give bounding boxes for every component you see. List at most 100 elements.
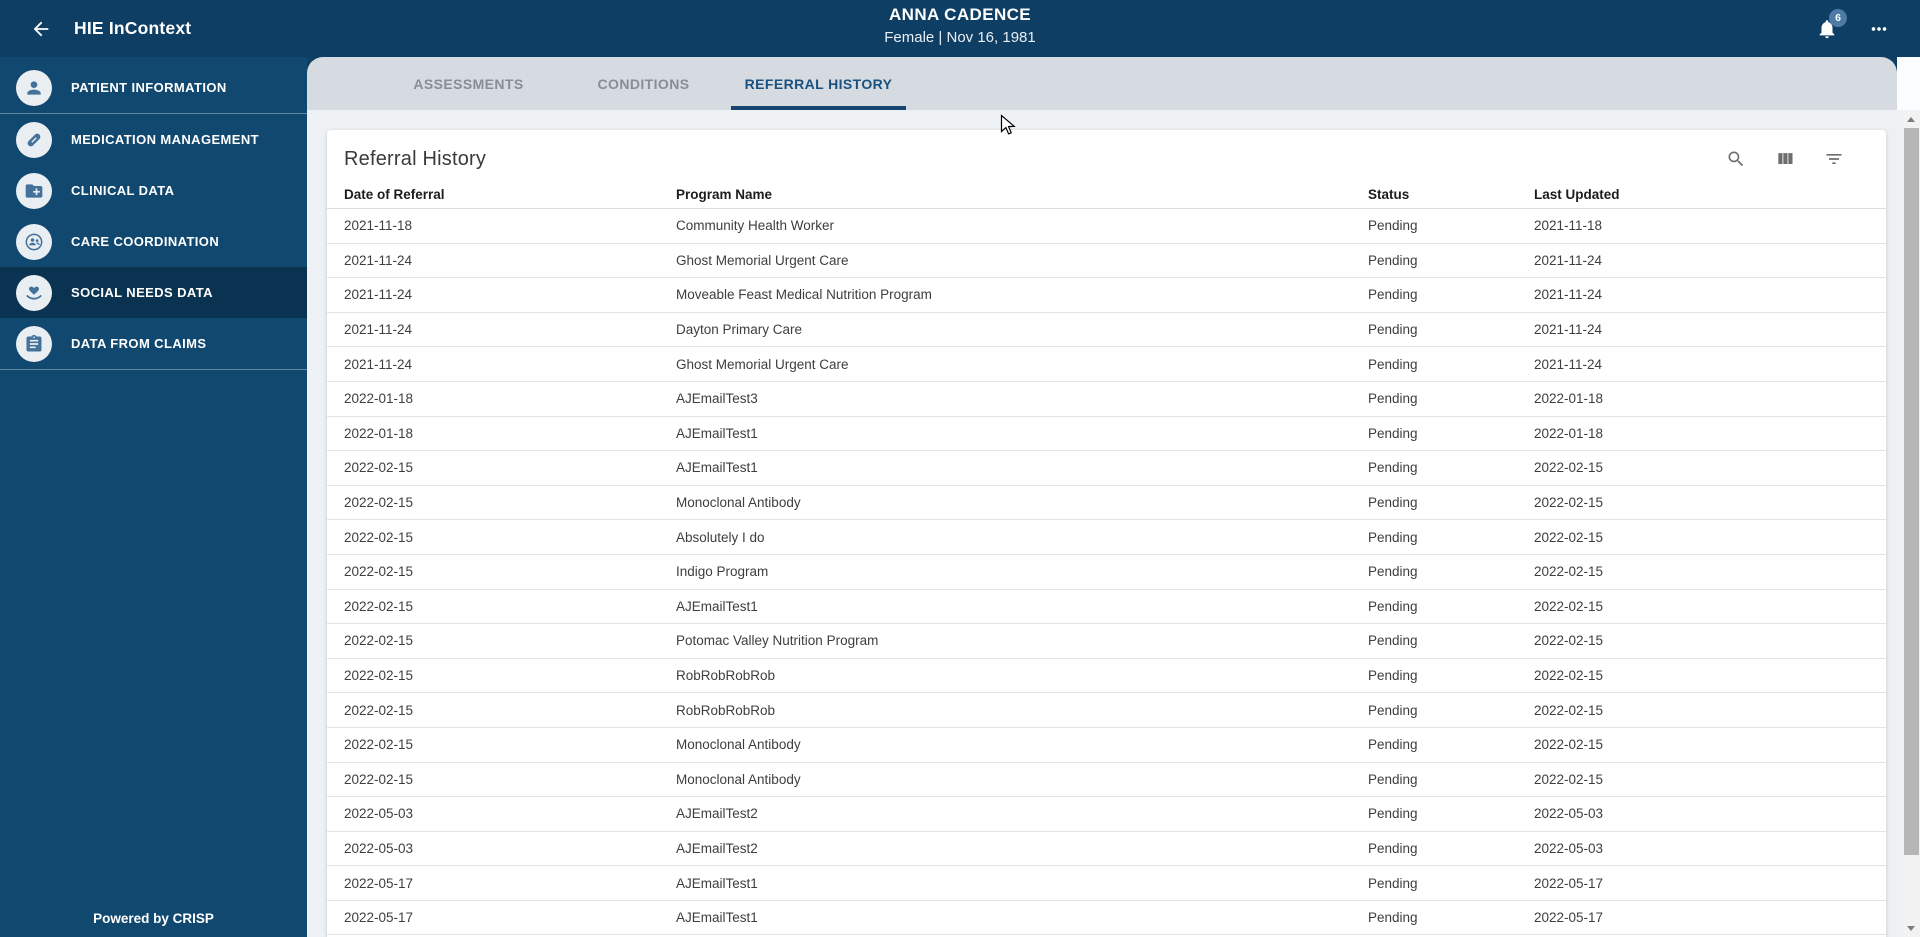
cell-last-updated: 2022-02-15 [1534, 460, 1604, 476]
cell-last-updated: 2022-02-15 [1534, 598, 1604, 614]
sidebar-item-clinical-data[interactable]: CLINICAL DATA [0, 165, 307, 216]
table-row[interactable]: 2022-01-18 AJEmailTest1 Pending 2022-01-… [327, 416, 1886, 452]
cell-date-of-referral: 2022-02-15 [344, 598, 414, 614]
scrollbar[interactable] [1903, 110, 1920, 937]
cell-last-updated: 2022-02-15 [1534, 702, 1604, 718]
cell-date-of-referral: 2022-02-15 [344, 771, 414, 787]
cell-program-name: AJEmailTest1 [676, 598, 758, 614]
tab-assessments[interactable]: ASSESSMENTS [413, 75, 524, 92]
cell-status: Pending [1368, 391, 1418, 407]
cell-date-of-referral: 2022-02-15 [344, 702, 414, 718]
cell-status: Pending [1368, 771, 1418, 787]
sidebar-item-patient-information[interactable]: PATIENT INFORMATION [0, 62, 307, 113]
table-row[interactable]: 2022-02-15 RobRobRobRob Pending 2022-02-… [327, 658, 1886, 694]
tab-referral-history[interactable]: REFERRAL HISTORY [731, 57, 906, 110]
table-row[interactable]: 2021-11-24 Dayton Primary Care Pending 2… [327, 312, 1886, 348]
sidebar-item-data-from-claims[interactable]: DATA FROM CLAIMS [0, 318, 307, 369]
cell-last-updated: 2022-02-15 [1534, 668, 1604, 684]
table-row[interactable]: 2022-01-18 AJEmailTest3 Pending 2022-01-… [327, 381, 1886, 417]
table-row[interactable]: 2022-02-15 Potomac Valley Nutrition Prog… [327, 624, 1886, 659]
content-area: ASSESSMENTS CONDITIONS REFERRAL HISTORY … [307, 57, 1920, 937]
cell-program-name: Indigo Program [676, 564, 769, 580]
patient-name: ANNA CADENCE [888, 5, 1032, 24]
person-icon [16, 69, 52, 106]
sidebar-item-medication-management[interactable]: MEDICATION MANAGEMENT [0, 114, 307, 165]
cell-last-updated: 2022-02-15 [1534, 737, 1604, 753]
cell-program-name: RobRobRobRob [676, 668, 776, 684]
app-header: HIE InContext ANNA CADENCE Female | Nov … [0, 0, 1920, 57]
cell-program-name: Community Health Worker [676, 218, 835, 234]
cell-last-updated: 2022-01-18 [1534, 391, 1604, 407]
sidebar-divider [0, 113, 307, 114]
table-row[interactable]: 2022-02-15 Monoclonal Antibody Pending 2… [327, 762, 1886, 798]
scrollbar-thumb[interactable] [1904, 128, 1919, 855]
notifications-button[interactable]: 6 [1816, 8, 1847, 40]
cell-date-of-referral: 2022-05-17 [344, 910, 414, 926]
column-header-status: Status [1368, 186, 1410, 202]
tab-bar: ASSESSMENTS CONDITIONS REFERRAL HISTORY [307, 57, 1897, 110]
sidebar-item-care-coordination[interactable]: CARE COORDINATION [0, 216, 307, 267]
column-header-date-of-referral: Date of Referral [344, 186, 445, 202]
people-circle-icon [16, 223, 52, 260]
back-arrow-icon [33, 21, 49, 36]
table-row[interactable]: 2021-11-18 Community Health Worker Pendi… [327, 209, 1886, 244]
sidebar-item-label: PATIENT INFORMATION [71, 80, 227, 95]
table-row[interactable]: 2022-02-15 Monoclonal Antibody Pending 2… [327, 727, 1886, 763]
table-row[interactable]: 2021-11-24 Ghost Memorial Urgent Care Pe… [327, 347, 1886, 382]
view-columns-button[interactable] [1775, 149, 1795, 169]
clipboard-icon [16, 325, 52, 362]
cell-last-updated: 2022-02-15 [1534, 771, 1604, 787]
table-row[interactable]: 2022-05-17 AJEmailTest1 Pending 2022-05-… [327, 900, 1886, 936]
cell-date-of-referral: 2022-02-15 [344, 564, 414, 580]
heart-hands-icon [16, 274, 52, 311]
table-row[interactable]: 2022-05-03 AJEmailTest2 Pending 2022-05-… [327, 797, 1886, 832]
search-button[interactable] [1726, 149, 1746, 169]
cell-last-updated: 2021-11-24 [1534, 287, 1603, 303]
sidebar-item-social-needs-data[interactable]: SOCIAL NEEDS DATA [0, 267, 307, 318]
table-row[interactable]: 2022-02-15 AJEmailTest1 Pending 2022-02-… [327, 451, 1886, 486]
table-row[interactable]: 2022-02-15 Indigo Program Pending 2022-0… [327, 554, 1886, 590]
cell-last-updated: 2021-11-24 [1534, 356, 1603, 372]
table-row[interactable]: 2022-02-15 AJEmailTest1 Pending 2022-02-… [327, 589, 1886, 625]
cell-status: Pending [1368, 875, 1418, 891]
cell-date-of-referral: 2022-02-15 [344, 495, 414, 511]
cell-status: Pending [1368, 737, 1418, 753]
view-columns-icon [1778, 153, 1793, 164]
cell-last-updated: 2022-02-15 [1534, 529, 1604, 545]
cell-status: Pending [1368, 529, 1418, 545]
cell-last-updated: 2022-05-17 [1534, 910, 1604, 926]
table-row[interactable]: 2022-02-15 Monoclonal Antibody Pending 2… [327, 485, 1886, 521]
cell-date-of-referral: 2022-01-18 [344, 391, 414, 407]
cell-date-of-referral: 2022-02-15 [344, 460, 414, 476]
table-row[interactable]: 2022-02-15 Absolutely I do Pending 2022-… [327, 520, 1886, 555]
cell-program-name: Ghost Memorial Urgent Care [676, 356, 849, 372]
cell-program-name: AJEmailTest2 [676, 840, 758, 856]
cell-status: Pending [1368, 425, 1418, 441]
table-row[interactable]: 2021-11-24 Moveable Feast Medical Nutrit… [327, 278, 1886, 313]
cell-status: Pending [1368, 356, 1418, 372]
scroll-up-arrow[interactable] [1903, 111, 1920, 128]
scroll-down-arrow[interactable] [1903, 919, 1920, 936]
filter-icon [1826, 154, 1842, 164]
cell-last-updated: 2022-01-18 [1534, 425, 1604, 441]
table-row[interactable]: 2022-02-15 RobRobRobRob Pending 2022-02-… [327, 693, 1886, 728]
table-row[interactable]: 2022-05-03 AJEmailTest2 Pending 2022-05-… [327, 831, 1886, 867]
sidebar-item-label: CLINICAL DATA [71, 183, 175, 198]
referral-table-body: 2021-11-18 Community Health Worker Pendi… [327, 209, 1886, 936]
cell-date-of-referral: 2021-11-18 [344, 218, 413, 234]
table-row[interactable]: 2022-05-17 AJEmailTest1 Pending 2022-05-… [327, 866, 1886, 901]
tab-conditions[interactable]: CONDITIONS [597, 75, 690, 92]
cell-program-name: AJEmailTest1 [676, 875, 758, 891]
more-menu-button[interactable] [1868, 18, 1890, 40]
filter-button[interactable] [1824, 149, 1844, 169]
cell-program-name: AJEmailTest2 [676, 806, 758, 822]
cell-last-updated: 2022-02-15 [1534, 564, 1604, 580]
cell-status: Pending [1368, 218, 1418, 234]
referral-history-panel: Referral History Date of Referral Progra… [327, 130, 1886, 937]
table-row[interactable]: 2021-11-24 Ghost Memorial Urgent Care Pe… [327, 243, 1886, 279]
patient-header: ANNA CADENCE Female | Nov 16, 1981 [0, 5, 1920, 46]
sidebar-divider [0, 369, 307, 370]
back-button[interactable] [30, 18, 52, 40]
sidebar-item-label: CARE COORDINATION [71, 234, 220, 249]
panel-title: Referral History [344, 147, 487, 170]
